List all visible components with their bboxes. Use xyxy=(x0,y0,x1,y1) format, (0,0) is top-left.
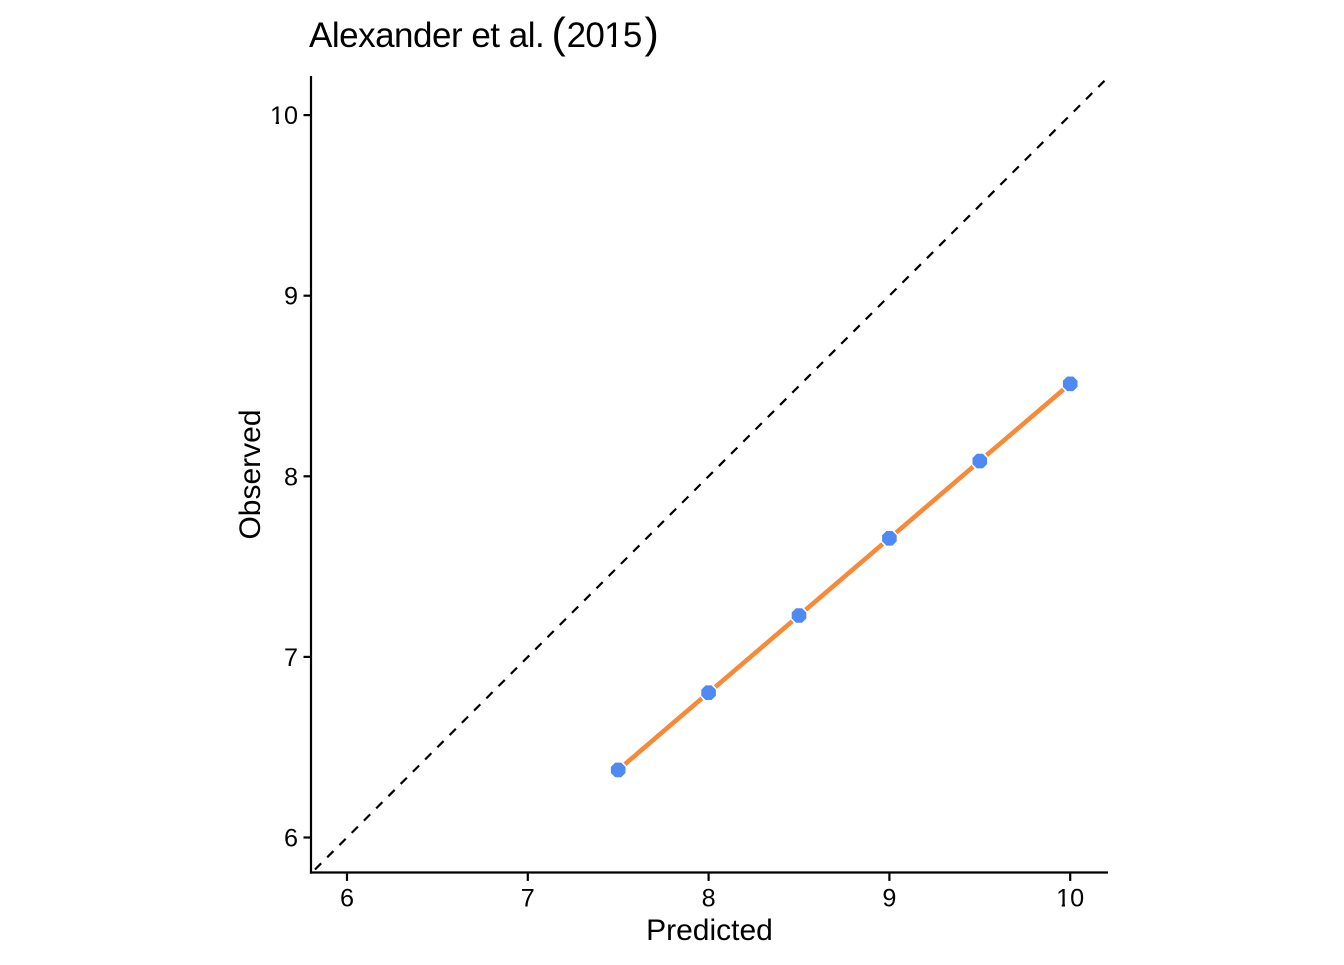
svg-text:8: 8 xyxy=(284,463,298,491)
svg-text:): ) xyxy=(645,10,659,58)
svg-text:10: 10 xyxy=(1056,885,1084,913)
svg-text:10: 10 xyxy=(270,102,298,130)
svg-text:2015: 2015 xyxy=(567,16,642,55)
svg-text:Observed: Observed xyxy=(234,409,267,539)
svg-text:(: ( xyxy=(552,10,567,58)
svg-text:6: 6 xyxy=(340,885,354,913)
svg-text:Predicted: Predicted xyxy=(646,914,773,947)
svg-text:9: 9 xyxy=(882,885,896,913)
svg-text:Alexander et al.: Alexander et al. xyxy=(309,16,544,55)
svg-text:8: 8 xyxy=(702,885,716,913)
svg-text:6: 6 xyxy=(284,825,298,853)
svg-text:7: 7 xyxy=(521,885,535,913)
svg-text:9: 9 xyxy=(284,283,298,311)
svg-text:7: 7 xyxy=(284,644,298,672)
